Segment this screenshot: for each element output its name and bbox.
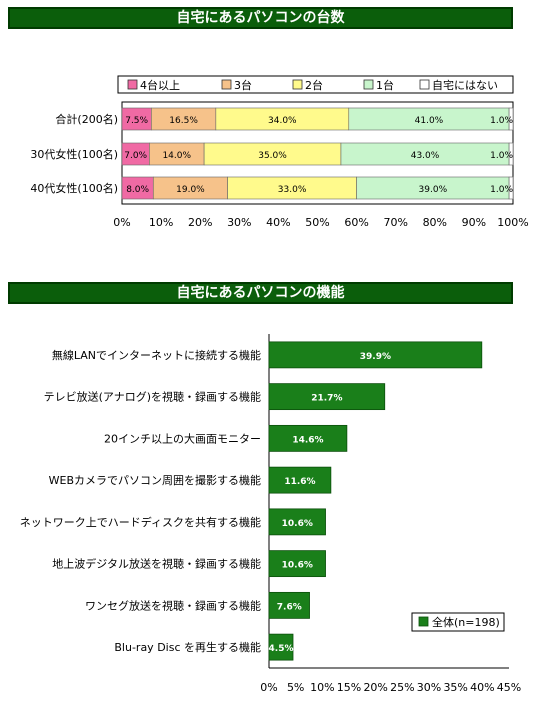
legend-swatch-1: [127, 79, 138, 90]
legend-swatch-2: [221, 79, 232, 90]
category-label-2: 30代女性(100名): [30, 147, 118, 161]
x-tick-label: 20%: [363, 681, 387, 694]
x-tick-label: 80%: [423, 216, 447, 229]
data-label: 10.6%: [282, 561, 313, 571]
category-label-5: ネットワーク上でハードディスクを共有する機能: [20, 515, 261, 529]
bar: [268, 633, 294, 661]
bar: [268, 508, 326, 536]
legend: 全体(n=198): [411, 612, 505, 632]
data-label: 7.5%: [125, 116, 148, 126]
x-tick-label: 20%: [188, 216, 212, 229]
bar: [268, 550, 326, 578]
category-label-8: Blu-ray Disc を再生する機能: [114, 640, 261, 654]
x-tick-label: 10%: [310, 681, 334, 694]
legend-swatch: [418, 616, 429, 627]
bar-segment: [508, 107, 514, 131]
data-label: 10.6%: [282, 519, 313, 529]
x-tick-label: 10%: [149, 216, 173, 229]
x-tick-label: 90%: [462, 216, 486, 229]
category-label-7: ワンセグ放送を視聴・録画する機能: [85, 598, 261, 612]
bar: [268, 466, 332, 494]
x-tick-label: 35%: [443, 681, 467, 694]
legend: 4台以上 3台 2台 1台 自宅にはない: [117, 75, 514, 94]
data-label: 39.0%: [419, 185, 448, 195]
legend-box: [411, 612, 505, 632]
x-tick-label: 60%: [344, 216, 368, 229]
bar: [268, 341, 483, 369]
x-tick-label: 40%: [470, 681, 494, 694]
bar-segment: [508, 142, 514, 166]
chart2-title: 自宅にあるパソコンの機能: [8, 282, 513, 304]
data-label: 43.0%: [411, 151, 440, 161]
data-label: 1.0%: [490, 116, 513, 126]
data-label: 7.6%: [277, 602, 302, 612]
legend-label-5: 自宅にはない: [432, 78, 498, 92]
category-label-3: 40代女性(100名): [30, 181, 118, 195]
data-label: 39.9%: [360, 352, 391, 362]
bar: [268, 383, 386, 411]
data-label: 7.0%: [124, 151, 147, 161]
legend-swatch-5: [419, 79, 430, 90]
x-tick-label: 70%: [383, 216, 407, 229]
x-tick-label: 50%: [305, 216, 329, 229]
legend-label-4: 1台: [376, 78, 394, 92]
bar: [268, 424, 348, 452]
bar: [268, 591, 310, 619]
data-label: 14.0%: [162, 151, 191, 161]
x-tick-label: 5%: [287, 681, 304, 694]
data-label: 33.0%: [278, 185, 307, 195]
bar-segment: [508, 176, 514, 200]
data-label: 19.0%: [176, 185, 205, 195]
data-label: 4.5%: [269, 644, 294, 654]
x-tick-label: 0%: [113, 216, 130, 229]
category-label-1: 無線LANでインターネットに接続する機能: [52, 348, 261, 362]
chart1-title: 自宅にあるパソコンの台数: [8, 7, 513, 29]
category-label-6: 地上波デジタル放送を視聴・録画する機能: [52, 557, 261, 571]
data-label: 14.6%: [292, 435, 323, 445]
data-label: 21.7%: [311, 394, 342, 404]
category-label-3: 20インチ以上の大画面モニター: [104, 431, 261, 445]
data-label: 1.0%: [490, 151, 513, 161]
legend-label-3: 2台: [305, 78, 323, 92]
legend-label: 全体(n=198): [432, 615, 500, 629]
category-label-2: テレビ放送(アナログ)を視聴・録画する機能: [44, 390, 261, 404]
data-label: 41.0%: [415, 116, 444, 126]
legend-swatch-3: [292, 79, 303, 90]
x-tick-label: 25%: [390, 681, 414, 694]
x-tick-label: 100%: [497, 216, 528, 229]
category-label-1: 合計(200名): [55, 112, 118, 126]
x-tick-label: 45%: [497, 681, 521, 694]
category-label-4: WEBカメラでパソコン周囲を撮影する機能: [49, 473, 261, 487]
data-label: 1.0%: [490, 185, 513, 195]
data-label: 16.5%: [169, 116, 198, 126]
legend-label-2: 3台: [234, 78, 252, 92]
data-label: 11.6%: [284, 477, 315, 487]
data-label: 8.0%: [126, 185, 149, 195]
x-tick-label: 30%: [227, 216, 251, 229]
x-tick-label: 15%: [337, 681, 361, 694]
x-tick-label: 40%: [266, 216, 290, 229]
x-tick-label: 0%: [260, 681, 277, 694]
legend-label-1: 4台以上: [140, 78, 180, 92]
legend-box: [117, 75, 514, 94]
data-label: 35.0%: [258, 151, 287, 161]
data-label: 34.0%: [268, 116, 297, 126]
legend-swatch-4: [363, 79, 374, 90]
x-tick-label: 30%: [417, 681, 441, 694]
